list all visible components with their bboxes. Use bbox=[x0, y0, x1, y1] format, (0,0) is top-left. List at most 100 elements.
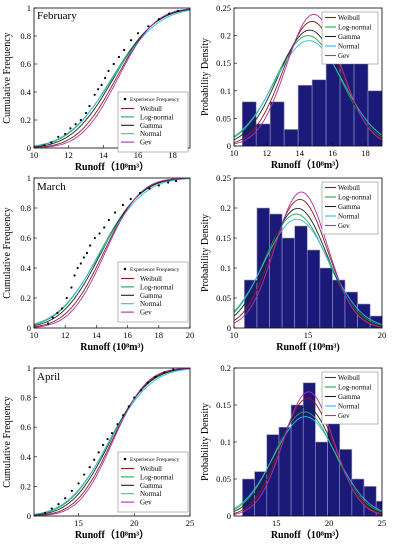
experience-point bbox=[129, 39, 133, 42]
x-axis-label: Runoff（10⁸m³） bbox=[75, 528, 149, 541]
y-tick-label: 0.2 bbox=[220, 203, 231, 213]
fit-curve-normal bbox=[234, 416, 382, 512]
experience-point bbox=[44, 511, 47, 515]
histogram-bar bbox=[255, 123, 271, 146]
legend-label: Gamma bbox=[338, 33, 361, 41]
experience-point bbox=[64, 497, 67, 500]
plot-frame bbox=[33, 7, 191, 149]
y-axis-label: Cumulative Frequency bbox=[2, 207, 13, 298]
legend: Experience Frequency WeibullLog-normalGam… bbox=[117, 451, 189, 513]
fit-curve-gev bbox=[34, 178, 190, 328]
legend-label: Log-normal bbox=[338, 384, 371, 392]
x-tick-label: 16 bbox=[123, 330, 132, 340]
y-axis-label: Probability Density bbox=[200, 214, 211, 292]
histogram-bar bbox=[294, 225, 308, 328]
legend-label: Log-normal bbox=[140, 113, 173, 121]
x-tick-label: 14 bbox=[99, 150, 108, 160]
legend-label: Weibull bbox=[140, 105, 162, 113]
x-tick-label: 10 bbox=[30, 330, 39, 340]
fit-curve-normal bbox=[34, 9, 190, 147]
histogram-bar bbox=[269, 101, 285, 146]
y-tick-label: 0.2 bbox=[20, 115, 31, 125]
x-tick-label: 12 bbox=[61, 330, 70, 340]
fit-curve-gev bbox=[234, 391, 382, 515]
experience-point bbox=[167, 181, 170, 184]
experience-point bbox=[51, 316, 54, 319]
y-tick-label: 0.15 bbox=[216, 58, 231, 68]
histogram-bar bbox=[254, 471, 268, 516]
y-axis-label: Probability Density bbox=[200, 403, 211, 481]
month-title: April bbox=[37, 371, 60, 383]
experience-point bbox=[69, 127, 72, 130]
experience-point bbox=[43, 144, 46, 147]
experience-point bbox=[129, 197, 132, 201]
y-tick-label: 0 bbox=[27, 143, 31, 153]
plot-frame bbox=[33, 367, 191, 517]
experience-point bbox=[174, 179, 178, 183]
legend-label: Weibull bbox=[140, 465, 162, 473]
legend-label: Gev bbox=[338, 412, 350, 420]
experience-point bbox=[77, 482, 80, 485]
legend-label: Gamma bbox=[140, 482, 163, 490]
histogram-bar bbox=[311, 79, 327, 146]
experience-point bbox=[73, 274, 76, 277]
experience-point bbox=[46, 322, 50, 325]
histogram-bar bbox=[306, 249, 321, 328]
y-tick-label: 0.6 bbox=[20, 422, 31, 432]
fit-curve-normal bbox=[234, 40, 382, 137]
experience-point bbox=[98, 232, 101, 235]
legend-label: Experience Frequency bbox=[130, 267, 180, 273]
x-tick-label: 15 bbox=[272, 518, 281, 528]
experience-point bbox=[136, 32, 140, 35]
experience-point bbox=[60, 307, 64, 310]
legend-label: Log-normal bbox=[140, 283, 173, 291]
legend-marker bbox=[123, 267, 127, 271]
x-tick-label: 12 bbox=[263, 148, 272, 158]
legend-label: Normal bbox=[140, 130, 161, 138]
x-tick-label: 20 bbox=[378, 330, 387, 340]
experience-point bbox=[64, 132, 67, 136]
fit-curve-weibull bbox=[234, 398, 382, 515]
legend-label: Gev bbox=[140, 499, 152, 507]
fit-curve-normal bbox=[34, 368, 190, 515]
experience-point bbox=[97, 451, 100, 454]
experience-point bbox=[163, 371, 166, 374]
experience-point bbox=[112, 62, 115, 66]
legend-label: Gev bbox=[140, 139, 152, 147]
experience-point bbox=[172, 368, 175, 371]
experience-point bbox=[100, 83, 103, 87]
x-tick-label: 18 bbox=[168, 150, 177, 160]
x-tick-label: 15 bbox=[74, 518, 83, 528]
month-title: March bbox=[37, 181, 66, 193]
y-tick-label: 0 bbox=[227, 323, 231, 333]
experience-point bbox=[116, 423, 119, 426]
y-tick-label: 1 bbox=[27, 173, 31, 183]
legend-label: Gamma bbox=[140, 122, 163, 130]
y-tick-label: 0.8 bbox=[20, 203, 31, 213]
experience-point bbox=[176, 9, 179, 12]
y-tick-label: 0 bbox=[27, 323, 31, 333]
experience-point bbox=[79, 118, 82, 122]
legend-label: Gev bbox=[338, 52, 350, 60]
y-tick-label: 0.25 bbox=[216, 3, 231, 13]
legend-label: Experience Frequency bbox=[130, 97, 180, 103]
legend-label: Weibull bbox=[338, 14, 360, 22]
legend-label: Log-normal bbox=[338, 24, 371, 32]
y-axis-label: Cumulative Frequency bbox=[2, 32, 13, 123]
experience-point bbox=[89, 244, 92, 247]
histogram-bar bbox=[283, 129, 299, 146]
experience-point bbox=[101, 443, 105, 447]
y-tick-label: 1 bbox=[27, 3, 31, 13]
x-tick-label: 10 bbox=[30, 150, 39, 160]
x-tick-label: 14 bbox=[296, 148, 305, 158]
legend-label: Weibull bbox=[338, 374, 360, 382]
experience-point bbox=[157, 184, 160, 187]
histogram-bar bbox=[332, 279, 346, 328]
x-axis-label: Runoff (10⁸m³) bbox=[80, 342, 144, 353]
y-tick-label: 0.2 bbox=[20, 481, 31, 491]
month-title: February bbox=[37, 10, 77, 22]
experience-point bbox=[114, 211, 117, 214]
y-axis-label: Probability Density bbox=[200, 38, 211, 116]
legend-marker bbox=[123, 97, 127, 101]
